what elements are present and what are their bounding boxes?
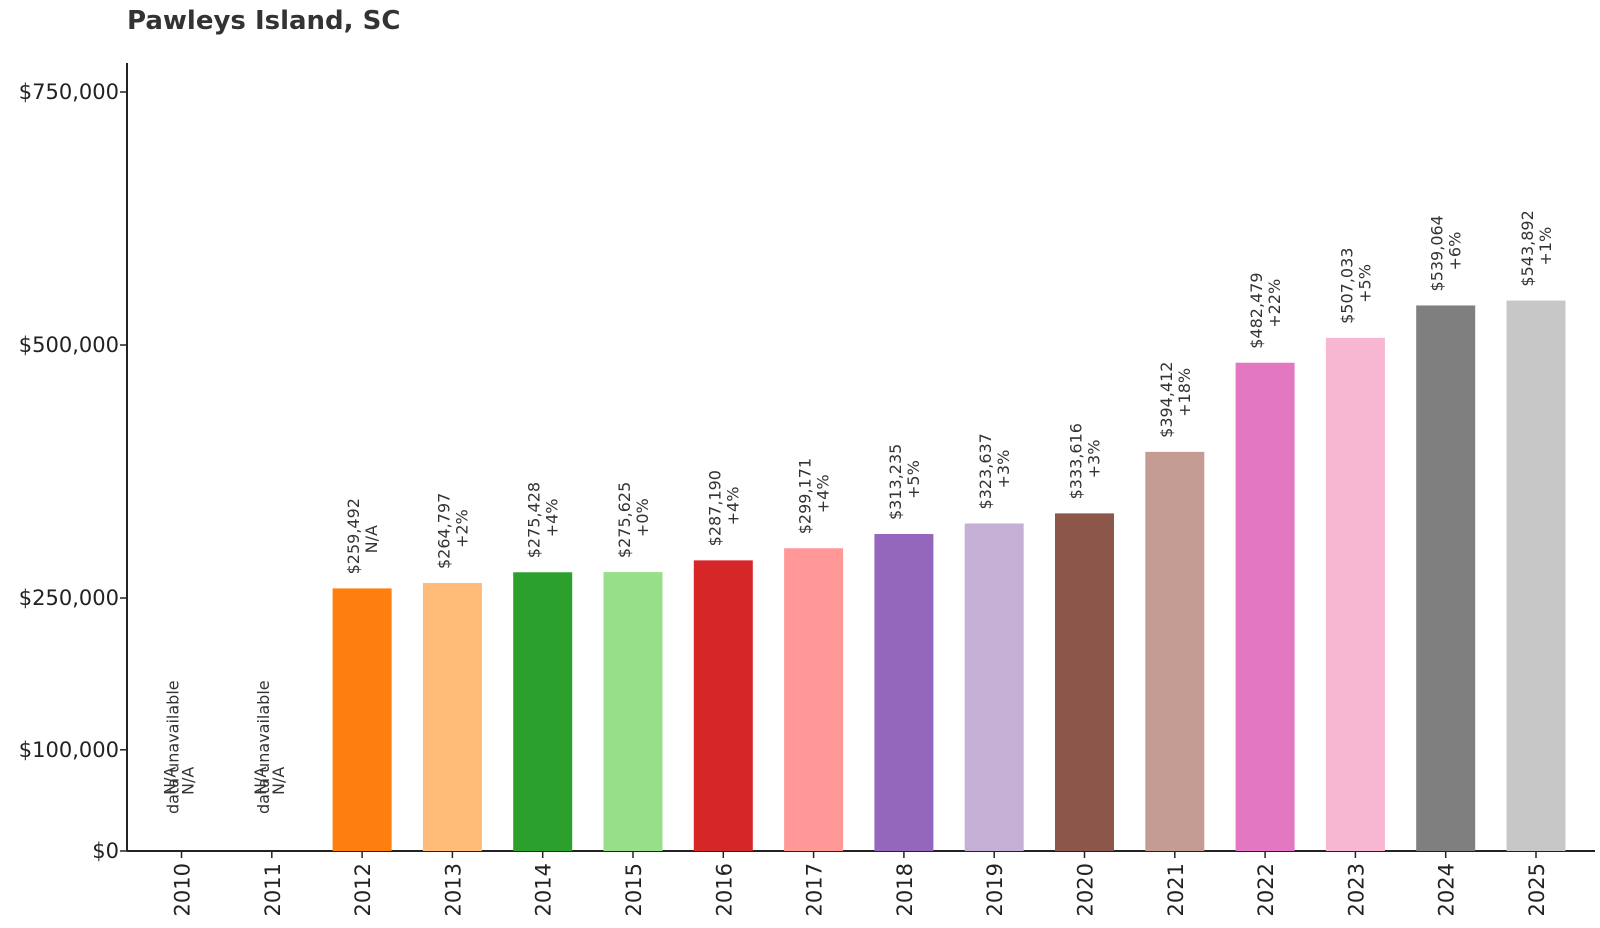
bar-change-label: +4%	[723, 487, 742, 526]
bar	[513, 572, 573, 851]
bar-change-label: N/A	[179, 767, 198, 795]
y-tick-label: $100,000	[19, 738, 119, 762]
x-tick-label: 2010	[171, 863, 195, 916]
bar-value-label: $394,412	[1157, 362, 1176, 438]
x-tick-label: 2022	[1254, 863, 1278, 916]
x-tick-label: 2017	[803, 863, 827, 916]
missing-note-label: data unavailable	[164, 680, 183, 814]
x-tick-label: 2019	[983, 863, 1007, 916]
x-tick-label: 2016	[712, 863, 736, 916]
bar-value-label: $539,064	[1428, 215, 1447, 291]
bar-value-label: N/A	[161, 767, 180, 795]
y-tick-label: $250,000	[19, 586, 119, 610]
bar-change-label: N/A	[269, 767, 288, 795]
bar-change-label: +4%	[814, 474, 833, 513]
bar	[1055, 513, 1114, 851]
bar-value-label: $264,797	[434, 493, 453, 569]
bar	[1506, 300, 1566, 851]
bar-change-label: N/A	[362, 525, 381, 553]
bar-change-label: +1%	[1536, 227, 1555, 266]
x-tick-label: 2020	[1074, 863, 1098, 916]
x-tick-label: 2018	[893, 863, 917, 916]
bar-value-label: $275,428	[525, 482, 544, 558]
bar	[422, 583, 482, 851]
bar	[1325, 337, 1385, 852]
bar-value-label: $259,492	[344, 498, 363, 574]
x-tick-label: 2024	[1435, 863, 1459, 916]
x-tick-label: 2025	[1525, 863, 1549, 916]
bar-value-label: $287,190	[705, 470, 724, 546]
bar	[784, 548, 844, 851]
bar	[332, 588, 392, 851]
bar-value-label: $543,892	[1518, 210, 1537, 286]
bar	[603, 572, 663, 851]
bar-change-label: +3%	[994, 450, 1013, 489]
x-tick-label: 2023	[1344, 863, 1368, 916]
y-tick-label: $0	[92, 839, 119, 863]
x-tick-label: 2012	[351, 863, 375, 916]
x-tick-label: 2011	[261, 863, 285, 916]
x-tick-label: 2013	[441, 863, 465, 916]
bar-change-label: +18%	[1175, 368, 1194, 417]
bar-value-label: $275,625	[615, 482, 634, 558]
bar-change-label: +4%	[543, 498, 562, 537]
bar	[1145, 451, 1205, 851]
bar	[964, 523, 1024, 851]
missing-note-label: data unavailable	[254, 680, 273, 814]
bar	[1235, 362, 1295, 851]
bar-change-label: +3%	[1085, 440, 1104, 479]
y-tick-label: $500,000	[19, 333, 119, 357]
bar	[693, 560, 753, 851]
bar	[1416, 305, 1476, 851]
bar-change-label: +22%	[1265, 279, 1284, 328]
bar-value-label: $299,171	[796, 458, 815, 534]
bar-change-label: +2%	[452, 509, 471, 548]
x-tick-label: 2014	[532, 863, 556, 916]
x-tick-label: 2015	[622, 863, 646, 916]
bar-change-label: +6%	[1446, 232, 1465, 271]
bar-change-label: +5%	[1355, 264, 1374, 303]
bar-value-label: N/A	[251, 767, 270, 795]
bar-change-label: +0%	[633, 498, 652, 537]
bar-value-label: $507,033	[1337, 248, 1356, 324]
bar-value-label: $482,479	[1247, 272, 1266, 348]
bar-change-label: +5%	[904, 460, 923, 499]
bar	[874, 534, 934, 851]
x-tick-label: 2021	[1164, 863, 1188, 916]
chart-title: Pawleys Island, SC	[127, 6, 401, 36]
y-tick-label: $750,000	[19, 80, 119, 104]
bar-value-label: $333,616	[1067, 423, 1086, 499]
bar-value-label: $323,637	[976, 433, 995, 509]
bar-value-label: $313,235	[886, 444, 905, 520]
